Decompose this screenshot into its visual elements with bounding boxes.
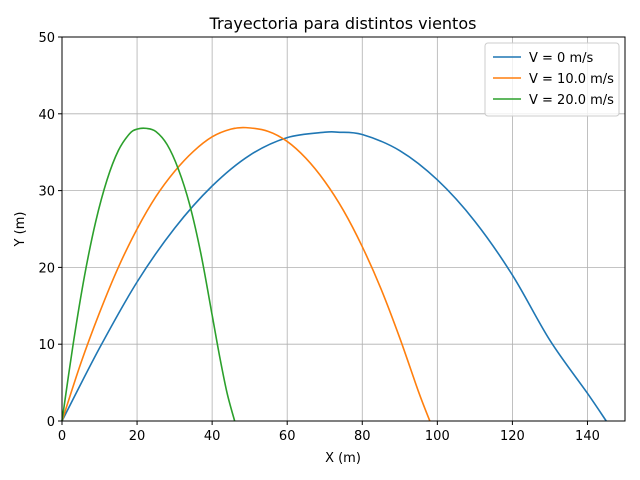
plot-area-frame	[61, 36, 626, 422]
x-axis-label: X (m)	[325, 451, 361, 466]
legend-box	[484, 42, 620, 117]
ticks-layer: 0 20 40 60 80 100 120 140 0 10 20 30 40 50	[38, 31, 599, 444]
legend-label-2: V = 10.0 m/s	[529, 72, 614, 87]
y-tick-label: 20	[38, 261, 55, 276]
x-tick-label: 60	[279, 429, 296, 444]
y-tick-label: 30	[38, 185, 55, 200]
x-tick-label: 120	[500, 429, 525, 444]
y-tick-label: 10	[38, 338, 55, 353]
y-tick-label: 50	[38, 31, 55, 46]
x-tick-label: 100	[425, 429, 450, 444]
x-tick-label: 20	[129, 429, 146, 444]
legend: V = 0 m/s V = 10.0 m/s V = 20.0 m/s	[484, 42, 620, 117]
legend-label-1: V = 0 m/s	[529, 51, 593, 66]
x-tick-label: 80	[354, 429, 371, 444]
chart-title: Trayectoria para distintos vientos	[209, 14, 477, 33]
y-axis-label: Y (m)	[13, 212, 28, 248]
x-tick-label: 40	[204, 429, 221, 444]
y-tick-label: 40	[38, 108, 55, 123]
series-layer	[61, 126, 607, 422]
series-line-2	[61, 126, 431, 422]
x-tick-label: 0	[58, 429, 66, 444]
series-line-3	[61, 127, 236, 422]
x-tick-label: 140	[575, 429, 600, 444]
series-line-1	[61, 130, 607, 422]
y-tick-label: 0	[47, 415, 55, 430]
legend-label-3: V = 20.0 m/s	[529, 93, 614, 108]
